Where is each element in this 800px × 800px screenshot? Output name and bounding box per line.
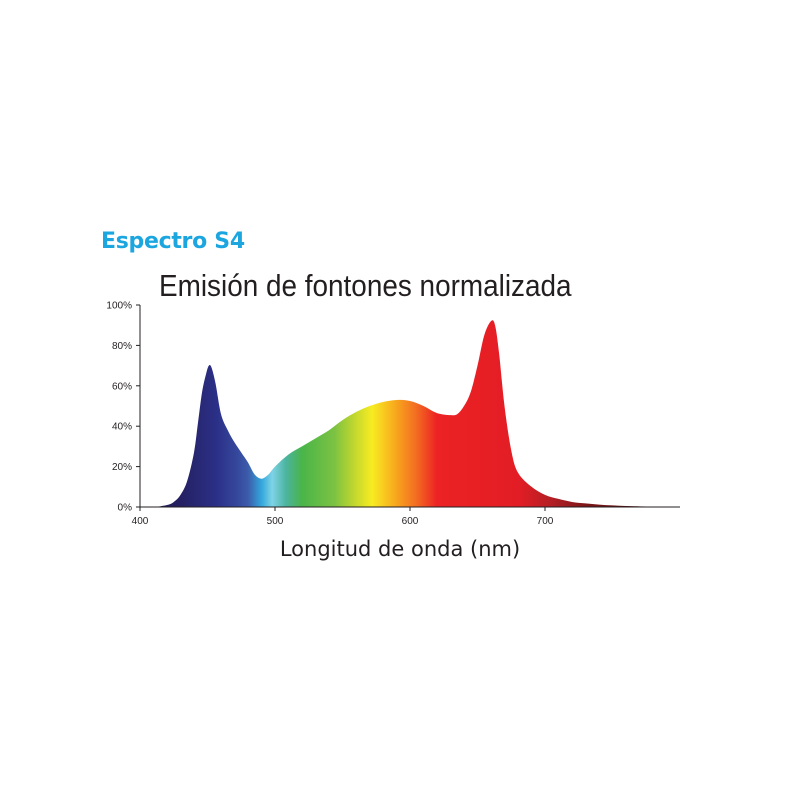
x-tick-label: 700 [537, 516, 554, 527]
spectrum-area [140, 320, 680, 507]
y-tick-label: 20% [112, 462, 132, 473]
brand-label: Espectro S4 [101, 229, 245, 254]
y-ticks: 0% 20% 40% 60% 80% 100% [106, 301, 140, 514]
x-tick-label: 400 [132, 516, 149, 527]
y-tick-label: 60% [112, 381, 132, 392]
y-tick-label: 100% [106, 301, 132, 312]
x-tick-label: 500 [267, 516, 284, 527]
y-tick-label: 80% [112, 341, 132, 352]
plot-area [140, 320, 680, 507]
y-tick-label: 0% [118, 503, 133, 514]
x-ticks: 400 500 600 700 [132, 507, 554, 527]
x-tick-label: 600 [402, 516, 419, 527]
x-axis-label: Longitud de onda (nm) [279, 537, 521, 561]
chart-title: Emisión de fontones normalizada [159, 268, 572, 303]
y-tick-label: 40% [112, 422, 132, 433]
